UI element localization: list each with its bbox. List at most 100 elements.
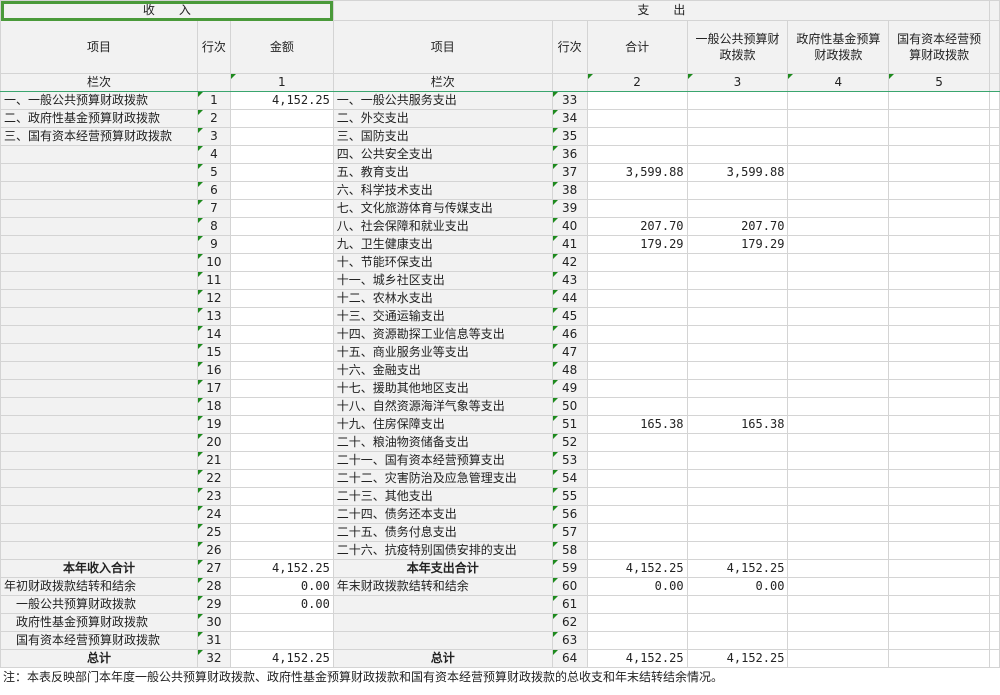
cell[interactable] [988,73,1000,92]
expense-general[interactable] [686,307,789,326]
expense-item[interactable]: 二、外交支出 [332,109,553,128]
expense-line[interactable]: 34 [551,109,588,128]
cell[interactable] [988,127,1000,146]
cell[interactable] [988,469,1000,488]
income-item[interactable]: 年初财政拨款结转和结余 [0,577,198,596]
expense-total[interactable] [586,343,688,362]
income-line[interactable]: 10 [196,253,231,272]
expense-fund[interactable] [787,307,890,326]
expense-state[interactable] [888,505,990,524]
expense-item[interactable]: 九、卫生健康支出 [332,235,553,254]
expense-item-header[interactable]: 项目 [332,20,553,74]
expense-item[interactable]: 本年支出合计 [332,559,553,578]
expense-general[interactable]: 207.70 [686,217,789,236]
expense-item[interactable] [332,595,553,614]
expense-total[interactable] [586,91,688,110]
income-amount[interactable] [229,199,334,218]
expense-general[interactable] [686,325,789,344]
cell[interactable] [551,73,588,92]
expense-line[interactable]: 39 [551,199,588,218]
income-item[interactable] [0,271,198,290]
income-line[interactable]: 4 [196,145,231,164]
income-amount[interactable] [229,469,334,488]
expense-general[interactable] [686,451,789,470]
expense-item[interactable]: 八、社会保障和就业支出 [332,217,553,236]
footnote[interactable]: 注：本表反映部门本年度一般公共预算财政拨款、政府性基金预算财政拨款和国有资本经营… [0,668,1000,686]
income-line[interactable]: 16 [196,361,231,380]
income-line[interactable]: 6 [196,181,231,200]
expense-fund[interactable] [787,199,890,218]
income-item[interactable] [0,415,198,434]
expense-fund[interactable] [787,595,890,614]
cell[interactable] [988,199,1000,218]
expense-item[interactable]: 二十、粮油物资储备支出 [332,433,553,452]
cell[interactable] [988,325,1000,344]
expense-state[interactable] [888,415,990,434]
expense-line[interactable]: 36 [551,145,588,164]
expense-item[interactable]: 十八、自然资源海洋气象等支出 [332,397,553,416]
total-header[interactable]: 合计 [586,20,688,74]
expense-item[interactable]: 二十六、抗疫特别国债安排的支出 [332,541,553,560]
expense-item[interactable]: 六、科学技术支出 [332,181,553,200]
expense-state[interactable] [888,649,990,668]
lanci-label[interactable]: 栏次 [0,73,198,92]
income-item[interactable] [0,235,198,254]
income-item[interactable] [0,487,198,506]
lanci-label[interactable]: 栏次 [332,73,553,92]
income-line[interactable]: 18 [196,397,231,416]
expense-state[interactable] [888,631,990,650]
expense-fund[interactable] [787,613,890,632]
expense-total[interactable]: 0.00 [586,577,688,596]
expense-fund[interactable] [787,343,890,362]
amount-header[interactable]: 金额 [229,20,334,74]
expense-total[interactable] [586,379,688,398]
income-item[interactable] [0,343,198,362]
income-amount[interactable] [229,397,334,416]
expense-fund[interactable] [787,415,890,434]
expense-total[interactable] [586,631,688,650]
expense-item[interactable]: 二十四、债务还本支出 [332,505,553,524]
cell[interactable] [988,433,1000,452]
expense-line[interactable]: 53 [551,451,588,470]
income-item[interactable] [0,163,198,182]
expense-line[interactable]: 46 [551,325,588,344]
income-amount[interactable] [229,253,334,272]
expense-total[interactable]: 4,152.25 [586,649,688,668]
expense-line[interactable]: 52 [551,433,588,452]
expense-fund[interactable] [787,109,890,128]
income-amount[interactable] [229,523,334,542]
col-number-4[interactable]: 4 [787,73,890,92]
income-amount[interactable] [229,235,334,254]
cell[interactable] [988,397,1000,416]
expense-line[interactable]: 50 [551,397,588,416]
expense-total[interactable] [586,487,688,506]
expense-general[interactable] [686,541,789,560]
cell[interactable] [988,235,1000,254]
income-item[interactable] [0,361,198,380]
expense-state[interactable] [888,289,990,308]
income-amount[interactable]: 4,152.25 [229,559,334,578]
income-amount[interactable] [229,127,334,146]
expense-general[interactable] [686,199,789,218]
expense-total[interactable] [586,109,688,128]
income-item[interactable] [0,541,198,560]
fund-budget-header[interactable]: 政府性基金预算财政拨款 [787,20,890,74]
expense-line[interactable]: 54 [551,469,588,488]
income-amount[interactable] [229,613,334,632]
expense-general[interactable]: 165.38 [686,415,789,434]
expense-fund[interactable] [787,163,890,182]
income-item[interactable]: 总计 [0,649,198,668]
income-amount[interactable]: 4,152.25 [229,91,334,110]
cell[interactable] [988,541,1000,560]
cell[interactable] [988,379,1000,398]
income-amount[interactable] [229,487,334,506]
cell[interactable] [988,163,1000,182]
cell[interactable] [988,343,1000,362]
income-line[interactable]: 31 [196,631,231,650]
expense-state[interactable] [888,343,990,362]
income-amount[interactable] [229,361,334,380]
expense-state[interactable] [888,145,990,164]
expense-total[interactable]: 3,599.88 [586,163,688,182]
expense-state[interactable] [888,127,990,146]
expense-general[interactable] [686,343,789,362]
